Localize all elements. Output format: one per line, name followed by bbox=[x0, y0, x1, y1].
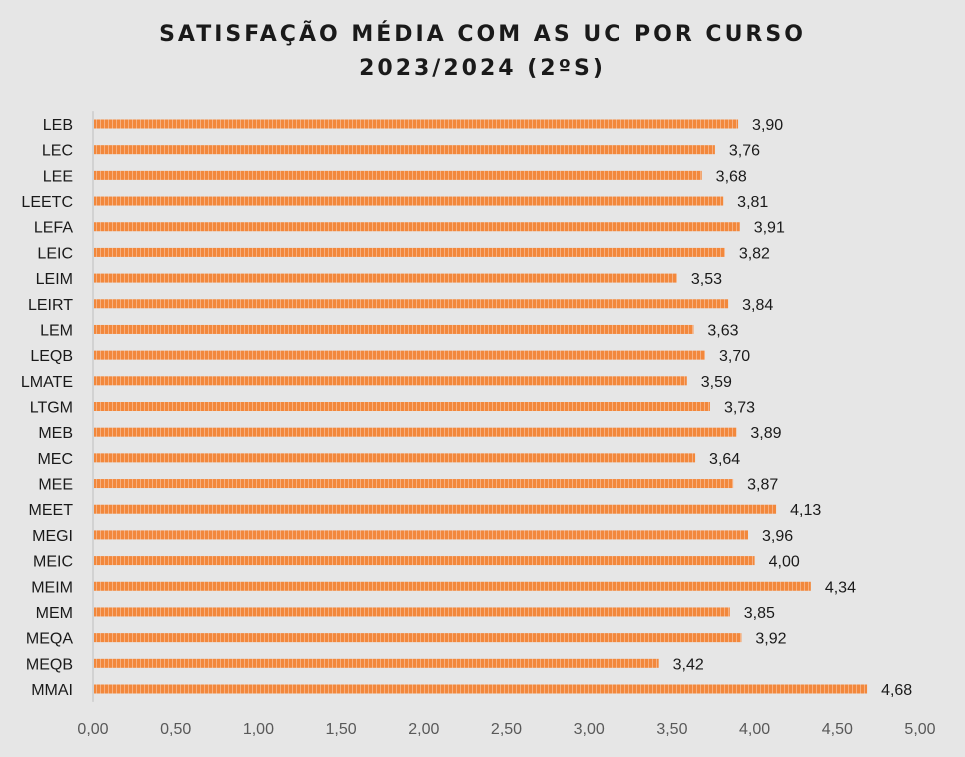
category-label: LEC bbox=[42, 143, 73, 160]
bar bbox=[94, 556, 755, 566]
category-label: MEIM bbox=[31, 579, 73, 596]
bar bbox=[94, 427, 737, 437]
bar bbox=[94, 376, 687, 386]
category-label: MEE bbox=[38, 477, 73, 494]
data-label: 3,89 bbox=[750, 425, 781, 442]
data-label: 3,70 bbox=[719, 348, 750, 365]
x-tick-label: 2,50 bbox=[491, 721, 522, 738]
data-label: 3,64 bbox=[709, 451, 740, 468]
x-tick-label: 3,50 bbox=[656, 721, 687, 738]
category-label: LEIM bbox=[36, 271, 73, 288]
bar bbox=[94, 479, 734, 489]
category-label: MEB bbox=[38, 425, 73, 442]
category-label: LEETC bbox=[21, 194, 73, 211]
bar bbox=[94, 350, 705, 360]
bar bbox=[94, 658, 659, 668]
category-label: MMAI bbox=[31, 682, 73, 699]
bar bbox=[94, 504, 777, 514]
data-label: 3,59 bbox=[701, 374, 732, 391]
bar bbox=[94, 453, 696, 463]
data-label: 3,82 bbox=[739, 245, 770, 262]
bar bbox=[94, 633, 742, 643]
data-label: 3,63 bbox=[707, 322, 738, 339]
data-label: 3,81 bbox=[737, 194, 768, 211]
category-label: LEE bbox=[43, 168, 73, 185]
data-label: 3,87 bbox=[747, 477, 778, 494]
bar bbox=[94, 273, 677, 283]
data-label: 3,42 bbox=[673, 656, 704, 673]
bar bbox=[94, 581, 811, 591]
bar bbox=[94, 299, 729, 309]
category-label: MEQA bbox=[26, 631, 73, 648]
bar bbox=[94, 684, 868, 694]
category-label: MEM bbox=[36, 605, 73, 622]
bar bbox=[94, 402, 710, 411]
category-label: LEQB bbox=[30, 348, 73, 365]
bar bbox=[94, 324, 694, 334]
data-label: 3,92 bbox=[755, 631, 786, 648]
x-tick-label: 3,00 bbox=[574, 721, 605, 738]
data-label: 4,34 bbox=[825, 579, 856, 596]
data-label: 4,00 bbox=[769, 554, 800, 571]
x-tick-label: 0,00 bbox=[77, 721, 108, 738]
chart-title-line2: 2023/2024 (2ºS) bbox=[359, 56, 606, 81]
bar bbox=[94, 145, 715, 155]
bar bbox=[94, 222, 740, 232]
data-label: 3,73 bbox=[724, 400, 755, 417]
category-label: MEET bbox=[29, 502, 74, 519]
data-label: 3,76 bbox=[729, 143, 760, 160]
category-label: MEGI bbox=[32, 528, 73, 545]
data-label: 3,96 bbox=[762, 528, 793, 545]
x-tick-label: 1,50 bbox=[326, 721, 357, 738]
category-label: LMATE bbox=[21, 374, 73, 391]
category-label: MEC bbox=[37, 451, 73, 468]
category-label: LEFA bbox=[34, 220, 73, 237]
data-label: 3,84 bbox=[742, 297, 773, 314]
category-label: LEM bbox=[40, 322, 73, 339]
chart-title-line1: SATISFAÇÃO MÉDIA COM AS UC POR CURSO bbox=[159, 22, 806, 47]
category-label: LEIC bbox=[37, 245, 73, 262]
bar bbox=[94, 170, 702, 180]
category-label: LEB bbox=[43, 117, 73, 134]
data-label: 4,68 bbox=[881, 682, 912, 699]
x-tick-label: 4,00 bbox=[739, 721, 770, 738]
category-label: LTGM bbox=[30, 400, 73, 417]
data-label: 3,53 bbox=[691, 271, 722, 288]
bar bbox=[94, 119, 739, 129]
bar bbox=[94, 607, 730, 617]
data-label: 3,91 bbox=[754, 220, 785, 237]
data-label: 3,85 bbox=[744, 605, 775, 622]
bar bbox=[94, 530, 748, 540]
data-label: 3,90 bbox=[752, 117, 783, 134]
x-tick-label: 5,00 bbox=[904, 721, 935, 738]
data-label: 3,68 bbox=[716, 168, 747, 185]
bar bbox=[94, 196, 724, 206]
x-tick-label: 2,00 bbox=[408, 721, 439, 738]
x-tick-label: 4,50 bbox=[822, 721, 853, 738]
x-tick-label: 1,00 bbox=[243, 721, 274, 738]
chart-title: SATISFAÇÃO MÉDIA COM AS UC POR CURSO 202… bbox=[0, 18, 965, 86]
category-label: MEIC bbox=[33, 554, 73, 571]
category-label: MEQB bbox=[26, 656, 73, 673]
category-label: LEIRT bbox=[28, 297, 73, 314]
bar bbox=[94, 247, 725, 257]
data-label: 4,13 bbox=[790, 502, 821, 519]
x-tick-label: 0,50 bbox=[160, 721, 191, 738]
